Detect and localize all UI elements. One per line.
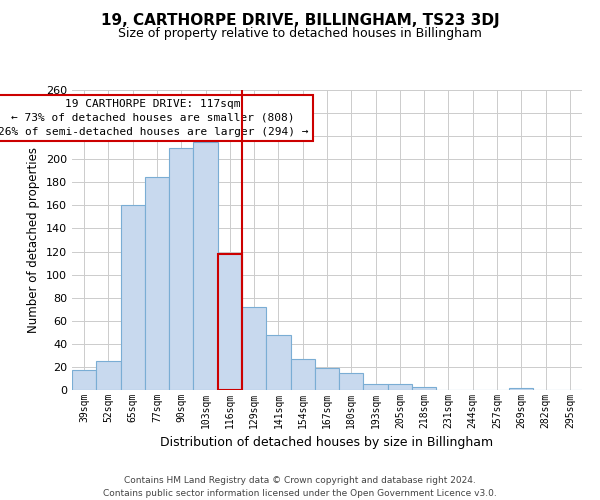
- Bar: [242, 307, 266, 390]
- X-axis label: Distribution of detached houses by size in Billingham: Distribution of detached houses by size …: [160, 436, 494, 450]
- Bar: [72, 370, 96, 390]
- Bar: [121, 206, 145, 390]
- Bar: [290, 359, 315, 390]
- Bar: [96, 361, 121, 390]
- Bar: [218, 254, 242, 390]
- Text: Contains HM Land Registry data © Crown copyright and database right 2024.
Contai: Contains HM Land Registry data © Crown c…: [103, 476, 497, 498]
- Bar: [509, 388, 533, 390]
- Text: 19, CARTHORPE DRIVE, BILLINGHAM, TS23 3DJ: 19, CARTHORPE DRIVE, BILLINGHAM, TS23 3D…: [101, 12, 499, 28]
- Y-axis label: Number of detached properties: Number of detached properties: [28, 147, 40, 333]
- Text: Size of property relative to detached houses in Billingham: Size of property relative to detached ho…: [118, 28, 482, 40]
- Bar: [193, 142, 218, 390]
- Bar: [364, 384, 388, 390]
- Bar: [145, 176, 169, 390]
- Bar: [339, 372, 364, 390]
- Bar: [412, 386, 436, 390]
- Bar: [169, 148, 193, 390]
- Text: 19 CARTHORPE DRIVE: 117sqm
← 73% of detached houses are smaller (808)
26% of sem: 19 CARTHORPE DRIVE: 117sqm ← 73% of deta…: [0, 99, 308, 137]
- Bar: [315, 368, 339, 390]
- Bar: [388, 384, 412, 390]
- Bar: [266, 334, 290, 390]
